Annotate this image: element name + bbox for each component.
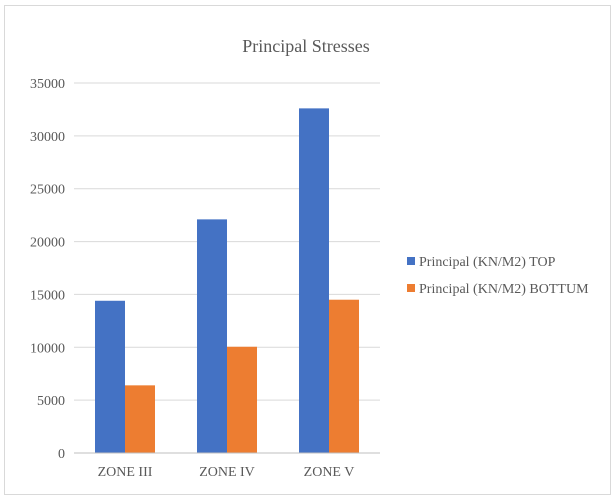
bar-bottum-zone-iv <box>227 346 257 453</box>
bar-top-zone-iv <box>197 219 227 453</box>
bar-bottum-zone-iii <box>125 385 155 453</box>
y-tick-label: 25000 <box>30 183 65 198</box>
legend-label: Principal (KN/M2) TOP <box>419 255 556 270</box>
x-tick-label: ZONE IV <box>199 465 255 480</box>
legend-swatch <box>407 257 415 265</box>
y-tick-label: 15000 <box>30 288 65 303</box>
y-tick-label: 35000 <box>30 77 65 92</box>
legend-swatch <box>407 284 415 292</box>
x-tick-label: ZONE III <box>98 465 153 480</box>
legend: Principal (KN/M2) TOP Principal (KN/M2) B… <box>407 255 589 297</box>
bars <box>74 108 380 454</box>
bar-top-zone-iii <box>95 300 125 453</box>
y-axis-tick-labels: 0 5000 10000 15000 20000 25000 30000 35000 <box>30 77 65 462</box>
y-tick-label: 20000 <box>30 236 65 251</box>
y-tick-label: 5000 <box>37 394 65 409</box>
y-tick-label: 30000 <box>30 130 65 145</box>
chart-title: Principal Stresses <box>242 36 370 56</box>
bar-bottum-zone-v <box>329 299 359 453</box>
y-tick-label: 0 <box>58 447 65 462</box>
x-tick-label: ZONE V <box>304 465 355 480</box>
x-axis-tick-labels: ZONE III ZONE IV ZONE V <box>98 465 355 480</box>
bar-top-zone-v <box>299 108 329 453</box>
y-tick-label: 10000 <box>30 341 65 356</box>
legend-label: Principal (KN/M2) BOTTUM <box>419 282 589 297</box>
